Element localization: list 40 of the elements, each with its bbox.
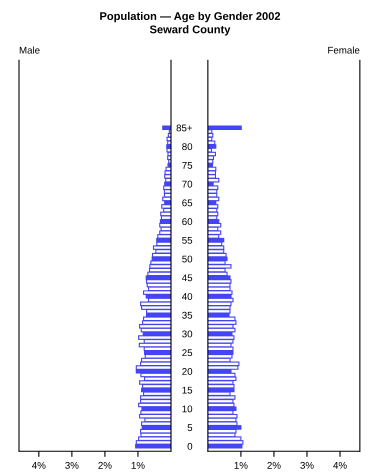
x-tick-label: 3% — [300, 462, 314, 469]
y-tick-label: 80 — [182, 143, 192, 150]
y-tick-label: 5 — [188, 424, 192, 432]
x-tick-label: 2% — [267, 462, 281, 469]
x-tick-label: 3% — [65, 462, 79, 469]
bar — [208, 388, 235, 392]
chart-title: Population — Age by Gender 2002 — [100, 12, 280, 22]
bar — [208, 365, 238, 370]
y-tick-label: 40 — [182, 293, 192, 300]
text: Male — [20, 46, 40, 54]
y-tick-label: 15 — [182, 386, 192, 394]
y-tick-label: 65 — [182, 199, 192, 206]
bar — [138, 402, 171, 408]
bar — [162, 196, 171, 202]
bar — [208, 144, 216, 149]
bar — [208, 444, 242, 448]
chart-subtitle: Seward County — [150, 25, 230, 36]
y-tick-label: 75 — [182, 162, 192, 169]
text: Female — [328, 46, 360, 54]
y-tick-label: 20 — [182, 368, 192, 375]
y-tick-label: 25 — [182, 349, 192, 356]
y-tick-label: 50 — [182, 256, 192, 262]
x-tick-label: 2% — [98, 462, 112, 469]
y-tick-label: 60 — [182, 218, 192, 226]
bar — [208, 125, 242, 130]
y-tick-label: 70 — [182, 180, 192, 188]
y-tick-label: 45 — [182, 274, 192, 282]
x-tick-label: 1% — [132, 462, 145, 469]
x-tick-label: 4% — [32, 462, 46, 469]
y-tick-label: 35 — [182, 312, 192, 319]
y-tick-label: 10 — [182, 405, 192, 412]
y-tick-label: 30 — [182, 330, 192, 338]
bar — [162, 125, 171, 130]
y-tick-label: 55 — [182, 236, 192, 244]
bar — [161, 204, 171, 209]
x-tick-label: 1% — [234, 462, 248, 469]
bar — [135, 444, 171, 448]
y-tick-label: 85+ — [176, 124, 192, 132]
y-tick-label: 0 — [188, 442, 192, 450]
x-tick-label: 4% — [333, 462, 347, 469]
